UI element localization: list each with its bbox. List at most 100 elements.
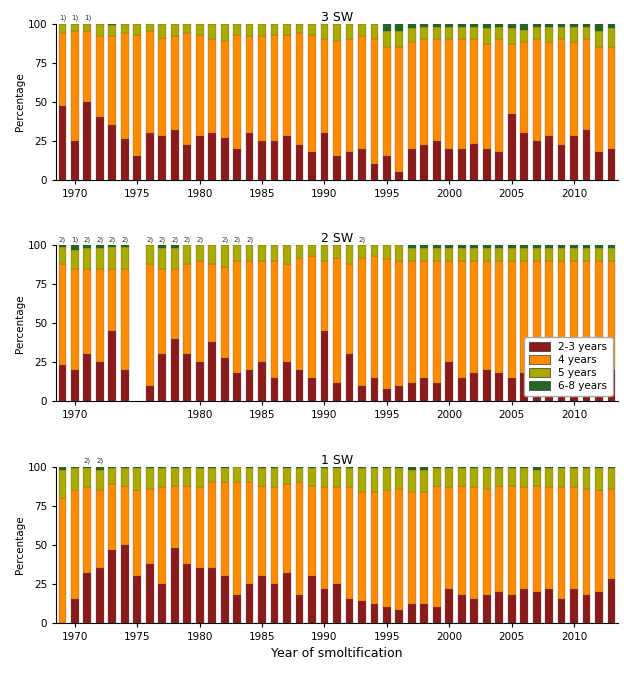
Bar [183,467,191,468]
Bar [271,487,278,584]
Bar [558,248,565,261]
Bar [508,44,515,114]
Bar [421,261,428,378]
Bar [383,468,391,490]
Bar [196,362,203,401]
Bar [545,43,553,136]
Bar [396,467,403,468]
Bar [608,489,615,579]
Bar [208,483,216,568]
Bar [346,467,353,468]
Bar [583,27,590,39]
Bar [171,467,178,468]
Bar [558,24,565,27]
Bar [321,588,328,623]
Bar [545,261,553,370]
Bar [109,36,116,125]
Bar [358,492,366,601]
Bar [221,467,228,468]
Bar [258,141,266,179]
Bar [283,24,291,35]
Bar [495,592,503,623]
Bar [158,24,166,38]
Bar [595,248,603,261]
Bar [608,248,615,261]
Bar [470,599,478,623]
Bar [421,378,428,401]
Bar [121,545,129,623]
Bar [109,125,116,179]
Bar [470,27,478,39]
Text: 2): 2) [59,236,66,243]
Bar [495,24,503,27]
Bar [583,261,590,373]
Bar [321,331,328,401]
Bar [196,468,203,487]
Bar [595,592,603,623]
Bar [158,245,166,248]
Bar [383,156,391,179]
Bar [533,592,540,623]
Bar [483,261,490,370]
Bar [433,383,441,401]
Bar [146,133,154,179]
Bar [533,141,540,179]
Y-axis label: Percentage: Percentage [15,294,25,353]
Bar [408,470,416,492]
Bar [533,467,540,470]
Bar [146,245,154,264]
Bar [570,24,578,27]
Bar [533,27,540,39]
Bar [258,261,266,362]
Bar [446,39,453,148]
Bar [446,261,453,362]
Bar [308,35,316,152]
Bar [96,490,104,568]
Text: 2): 2) [171,236,178,243]
Bar [96,36,104,117]
Bar [221,245,228,267]
Bar [208,467,216,468]
Bar [321,468,328,487]
Bar [146,489,154,563]
Bar [508,485,515,595]
Bar [121,139,129,179]
Bar [408,492,416,604]
Bar [446,487,453,588]
Bar [358,468,366,492]
Bar [196,35,203,136]
Bar [84,245,91,248]
Bar [545,248,553,261]
Bar [520,24,528,30]
Bar [271,24,278,35]
Bar [258,467,266,468]
Bar [358,36,366,148]
Bar [396,172,403,179]
Bar [371,245,378,256]
Bar [446,248,453,261]
Bar [371,164,378,179]
Bar [171,548,178,623]
Bar [595,47,603,152]
Bar [71,370,79,401]
Bar [483,468,490,489]
Bar [371,492,378,604]
Bar [109,245,116,247]
Bar [608,24,615,28]
Bar [483,370,490,401]
Bar [533,248,540,261]
Bar [371,256,378,378]
Text: 2): 2) [84,236,91,243]
Bar [595,152,603,179]
Bar [408,43,416,148]
Bar [246,245,253,261]
Bar [208,24,216,39]
Bar [583,24,590,27]
Bar [96,117,104,179]
Text: 1): 1) [59,15,66,22]
Bar [458,378,466,401]
Bar [84,573,91,623]
Bar [271,141,278,179]
Bar [171,339,178,401]
Bar [570,245,578,248]
